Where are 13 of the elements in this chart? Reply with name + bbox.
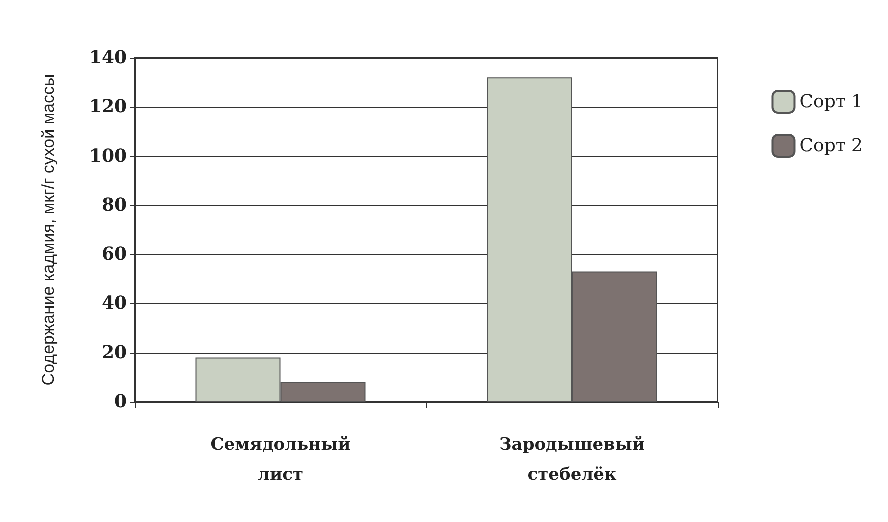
legend-label: Сорт 1 — [800, 92, 863, 112]
y-tick-label: 40 — [102, 293, 127, 314]
y-tick-label: 100 — [89, 146, 127, 167]
legend-label: Сорт 2 — [800, 136, 863, 156]
y-tick-label: 120 — [89, 96, 127, 118]
y-tick-label: 60 — [102, 244, 127, 266]
x-tick-label: Семядольный лист — [210, 435, 352, 485]
y-axis-title: Содержание кадмия, мкг/г сухой массы — [39, 74, 58, 386]
y-tick-label: 140 — [89, 48, 127, 68]
y-tick-label: 20 — [102, 342, 127, 364]
y-tick-label: 0 — [114, 392, 127, 412]
x-tick-label: Зародышевый стебелёк — [500, 435, 646, 485]
y-tick-label: 80 — [102, 194, 127, 216]
